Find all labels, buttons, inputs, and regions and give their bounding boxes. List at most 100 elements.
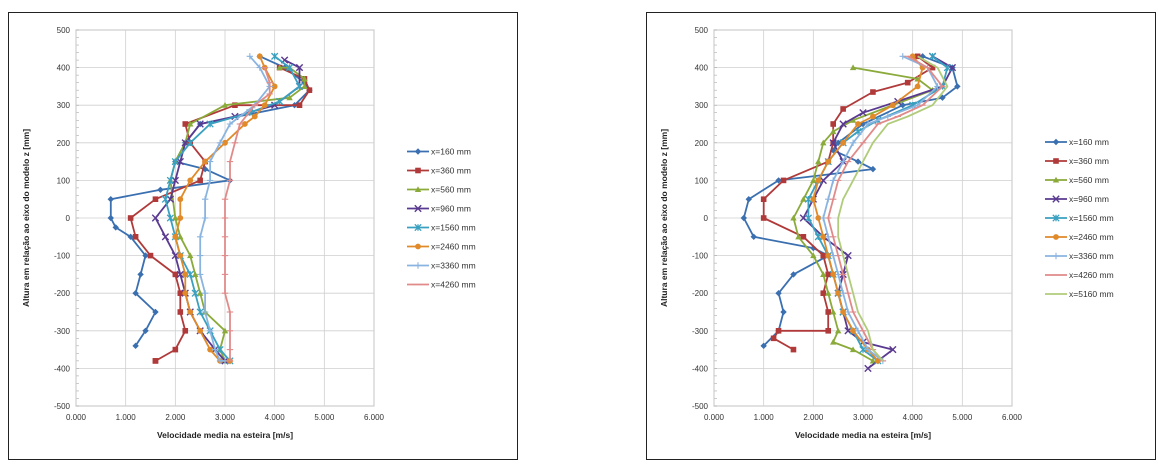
data-point: [834, 327, 842, 334]
legend-label: x=1560 mm: [431, 223, 476, 233]
data-point: [107, 196, 114, 203]
data-point: [172, 271, 179, 278]
series-6: [810, 53, 926, 364]
data-point: [928, 52, 937, 60]
data-point: [157, 186, 164, 193]
data-point: [196, 233, 204, 240]
data-point: [201, 196, 209, 203]
legend-item: x=4260 mm: [1045, 270, 1114, 280]
chart-right: 500 400 300 200 100 0 -100 -200 -300 -400 -500 0.00…: [646, 12, 1156, 460]
x-axis-title: Velocidade media na esteira [m/s]: [157, 430, 293, 440]
data-point: [750, 233, 757, 240]
data-point: [107, 214, 114, 222]
data-point: [943, 63, 952, 72]
legend-item: x=1560 mm: [1045, 213, 1114, 223]
legend-item: x=360 mm: [1045, 156, 1109, 166]
data-point: [830, 128, 837, 135]
data-point: [152, 358, 159, 364]
data-point: [854, 158, 862, 165]
data-point: [142, 327, 149, 334]
data-point: [740, 214, 747, 222]
data-point: [206, 120, 214, 128]
data-point: [177, 196, 184, 203]
data-point: [814, 233, 822, 241]
data-point: [859, 109, 867, 117]
y-tick-label: 400: [695, 64, 709, 73]
data-point: [187, 120, 194, 127]
series-5: [161, 52, 304, 365]
series-line: [792, 66, 934, 362]
data-point: [171, 157, 179, 166]
series-6: [172, 53, 278, 364]
data-point: [835, 290, 842, 297]
data-point: [839, 120, 847, 128]
data-point: [142, 252, 149, 259]
data-point: [870, 113, 876, 120]
data-point: [221, 327, 229, 334]
data-point: [864, 120, 872, 128]
data-point: [810, 252, 817, 259]
legend-label: x=4260 mm: [1069, 270, 1114, 280]
data-point: [132, 234, 139, 240]
data-point: [112, 224, 119, 231]
data-point: [251, 113, 258, 120]
data-point: [196, 120, 204, 128]
series-line: [812, 55, 924, 362]
x-tick-label: 4.000: [265, 413, 286, 422]
data-point: [261, 102, 268, 109]
legend-label: x=2460 mm: [431, 242, 476, 252]
data-point: [870, 89, 876, 95]
data-point: [201, 290, 209, 297]
data-point: [301, 75, 308, 82]
series-2: [760, 53, 936, 353]
data-point: [825, 290, 832, 296]
legend-marker: [414, 262, 422, 269]
data-point: [849, 139, 857, 146]
data-point: [211, 346, 219, 353]
data-point: [775, 328, 782, 334]
legend-item: x=4260 mm: [407, 280, 476, 290]
data-point: [177, 215, 184, 221]
data-point: [147, 252, 154, 259]
data-point: [172, 346, 179, 353]
data-point: [840, 309, 847, 315]
data-point: [859, 120, 867, 128]
data-point: [172, 214, 179, 221]
data-point: [137, 271, 144, 278]
data-point: [202, 158, 209, 165]
legend-label: x=5160 mm: [1069, 289, 1114, 299]
data-point: [206, 158, 214, 165]
data-point: [904, 79, 911, 86]
x-tick-label: 1.000: [754, 413, 775, 422]
data-point: [216, 345, 224, 354]
data-point: [301, 83, 308, 89]
data-point: [186, 270, 194, 279]
y-tick-label: -500: [54, 402, 71, 411]
data-point: [760, 215, 767, 221]
data-point: [152, 308, 159, 316]
data-point: [197, 177, 203, 184]
data-point: [196, 252, 204, 259]
y-axis-title: Altura em relação ao eixo do modelo z [m…: [659, 129, 669, 307]
data-point: [830, 338, 837, 345]
legend-marker: [1052, 252, 1060, 260]
y-tick-label: 200: [695, 139, 709, 148]
x-tick-label: 2.000: [803, 413, 824, 422]
data-point: [855, 121, 861, 127]
data-point: [191, 289, 199, 297]
data-point: [166, 176, 175, 185]
data-point: [271, 83, 278, 90]
data-point: [127, 215, 134, 221]
data-point: [172, 233, 179, 240]
legend-marker: [415, 243, 421, 250]
data-point: [889, 345, 897, 354]
legend-item: x=3360 mm: [1045, 251, 1114, 261]
data-point: [850, 327, 856, 334]
legend-item: x=2460 mm: [1045, 232, 1114, 242]
data-point: [825, 158, 832, 165]
data-point: [859, 345, 867, 354]
data-point: [222, 139, 228, 146]
data-point: [196, 308, 204, 316]
data-point: [187, 252, 194, 259]
data-point: [869, 357, 877, 364]
